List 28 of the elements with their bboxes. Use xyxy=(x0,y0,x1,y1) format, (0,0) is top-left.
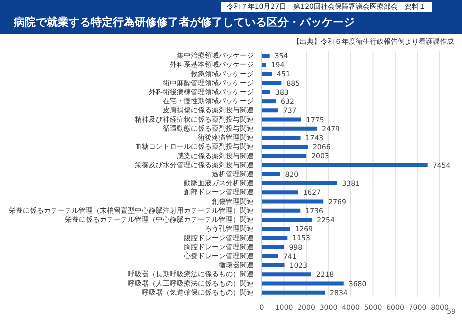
bar xyxy=(262,190,298,195)
bar xyxy=(262,245,284,250)
bar xyxy=(262,290,326,295)
bar xyxy=(262,126,318,131)
bar xyxy=(262,227,290,232)
bar xyxy=(262,54,270,58)
bar xyxy=(262,90,271,94)
bar xyxy=(262,63,266,68)
bar xyxy=(262,118,302,122)
bar xyxy=(262,72,272,76)
bar xyxy=(262,100,276,104)
bar xyxy=(262,108,278,113)
bar xyxy=(262,208,301,213)
bar xyxy=(262,154,307,158)
bar xyxy=(262,272,312,277)
bar xyxy=(262,163,428,168)
bar xyxy=(262,172,280,176)
bar xyxy=(262,136,301,140)
bar xyxy=(262,264,285,268)
bar xyxy=(262,218,312,222)
bar xyxy=(262,200,324,204)
bar xyxy=(262,81,282,86)
chart-title: 病院で就業する特定行為研修修了者が修了している区分・パッケージ xyxy=(14,15,355,30)
bar xyxy=(262,236,288,240)
bar xyxy=(262,282,344,286)
bar xyxy=(262,182,338,186)
bar xyxy=(262,254,278,258)
bar xyxy=(262,145,308,150)
